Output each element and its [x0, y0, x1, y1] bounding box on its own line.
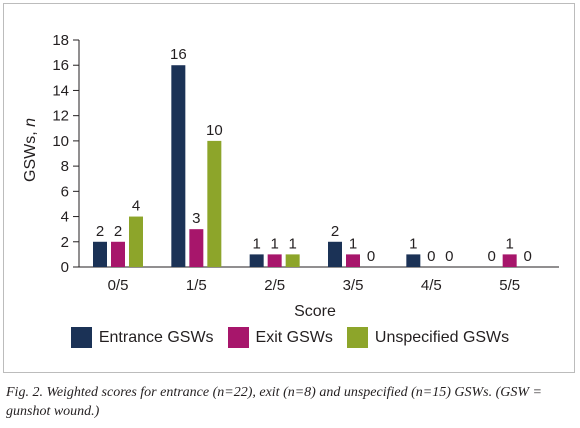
- x-tick-label: 2/5: [264, 277, 285, 294]
- bar: [207, 140, 222, 267]
- bar: [346, 254, 360, 267]
- legend: Entrance GSWs Exit GSWs Unspecified GSWs: [0, 327, 580, 348]
- legend-label-unspecified: Unspecified GSWs: [374, 328, 510, 346]
- figure-frame: [3, 3, 575, 373]
- x-tick-label: 3/5: [343, 277, 364, 294]
- bar-value-label: 0: [367, 248, 375, 265]
- bar-value-label: 1: [270, 235, 278, 252]
- x-tick-label: 5/5: [499, 277, 520, 294]
- y-tick-label: 16: [52, 57, 69, 74]
- bar-value-label: 1: [288, 235, 296, 252]
- bar: [328, 241, 342, 267]
- bar: [111, 241, 125, 267]
- bar-value-label: 1: [505, 235, 513, 252]
- bar: [502, 254, 517, 267]
- bar: [285, 254, 300, 267]
- x-tick-label: 1/5: [186, 277, 207, 294]
- bar: [93, 241, 107, 267]
- y-tick-label: 4: [61, 209, 69, 226]
- bar: [267, 254, 282, 267]
- x-tick-label: 0/5: [108, 277, 129, 294]
- bar-value-label: 16: [170, 46, 187, 63]
- bar-value-label: 0: [487, 248, 495, 265]
- legend-swatch-exit: [227, 327, 249, 348]
- bar-value-label: 4: [132, 198, 140, 215]
- bar: [171, 65, 186, 267]
- x-axis: 0/5 1/5 2/5 3/5 4/5 5/5: [79, 266, 559, 294]
- bar-value-label: 2: [114, 223, 122, 240]
- y-tick-label: 0: [61, 259, 69, 276]
- legend-swatch-entrance: [70, 327, 92, 348]
- bar-value-label: 0: [427, 248, 435, 265]
- bar: [249, 254, 264, 267]
- y-tick-label: 18: [52, 32, 69, 49]
- y-tick-label: 6: [61, 183, 69, 200]
- figure-caption: Fig. 2. Weighted scores for entrance (n=…: [6, 385, 542, 419]
- y-axis-label: GSWs, n: [22, 118, 39, 182]
- y-tick-label: 12: [52, 108, 69, 125]
- bar-value-label: 1: [409, 235, 417, 252]
- legend-item-unspecified: Unspecified GSWs: [346, 327, 510, 348]
- y-tick-label: 8: [61, 158, 69, 175]
- y-tick-label: 10: [52, 133, 69, 150]
- y-axis-label-main: GSWs,: [22, 127, 39, 182]
- legend-item-entrance: Entrance GSWs: [70, 327, 214, 348]
- bars: [93, 65, 517, 267]
- legend-label-entrance: Entrance GSWs: [98, 328, 214, 346]
- bar: [189, 229, 204, 267]
- legend-label-exit: Exit GSWs: [255, 328, 333, 346]
- y-axis: 0 2 4 6 8 10 12 14 16 18: [52, 32, 80, 276]
- y-axis-label-italic: n: [22, 118, 39, 127]
- bar-value-label: 2: [96, 223, 104, 240]
- legend-swatch-unspecified: [346, 327, 368, 348]
- bar-value-label: 0: [445, 248, 453, 265]
- x-tick-label: 4/5: [421, 277, 442, 294]
- y-tick-label: 14: [52, 82, 69, 99]
- bar-value-label: 1: [252, 235, 260, 252]
- bar-value-label: 1: [349, 235, 357, 252]
- bar-value-label: 10: [206, 122, 223, 139]
- bar: [406, 254, 421, 267]
- bar: [129, 216, 143, 267]
- legend-item-exit: Exit GSWs: [227, 327, 333, 348]
- x-axis-label: Score: [294, 303, 336, 320]
- bar-value-label: 3: [192, 210, 200, 227]
- bar-value-label: 2: [331, 223, 339, 240]
- bar-value-label: 0: [523, 248, 531, 265]
- y-tick-label: 2: [61, 234, 69, 251]
